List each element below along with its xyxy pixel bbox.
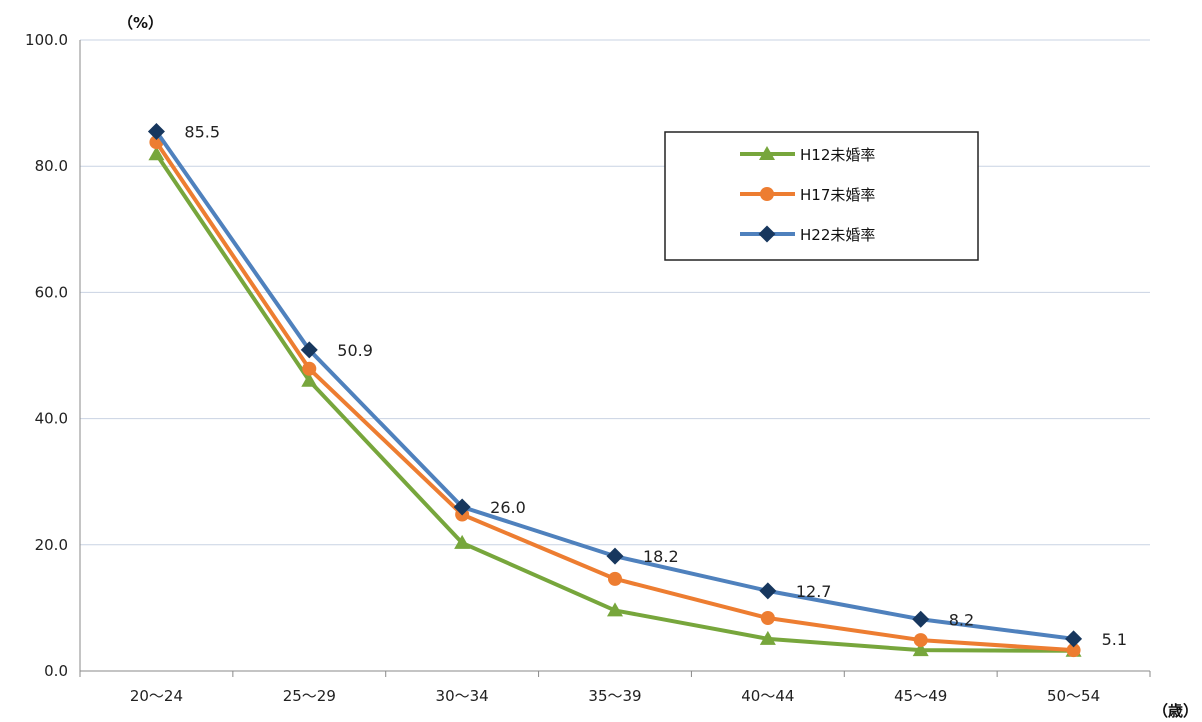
data-point-marker xyxy=(759,582,777,600)
legend-entry: H22未婚率 xyxy=(740,225,875,244)
y-tick-label: 80.0 xyxy=(35,157,68,175)
data-point-marker xyxy=(912,610,930,628)
data-point-marker xyxy=(913,633,928,648)
legend-label: H12未婚率 xyxy=(800,146,875,164)
data-point-marker xyxy=(759,630,776,645)
legend-label: H17未婚率 xyxy=(800,186,875,204)
x-tick-label: 30～34 xyxy=(436,687,489,705)
data-label: 85.5 xyxy=(184,122,220,141)
data-point-marker xyxy=(606,547,624,565)
data-labels: 85.5 50.9 26.0 18.2 12.7 8.2 5.1 xyxy=(184,122,1127,648)
y-tick-label: 0.0 xyxy=(44,662,68,680)
data-point-marker xyxy=(453,498,471,516)
legend-swatch-marker xyxy=(758,225,776,243)
y-axis-unit: （%） xyxy=(118,14,163,32)
data-point-marker xyxy=(148,146,165,161)
y-tick-label: 60.0 xyxy=(35,283,68,301)
legend-box xyxy=(664,131,979,261)
y-tick-label: 20.0 xyxy=(35,536,68,554)
data-point-marker xyxy=(300,341,318,359)
x-tick-label: 40～44 xyxy=(741,687,794,705)
data-point-marker xyxy=(760,610,775,625)
data-point-marker xyxy=(607,602,623,617)
axes: 0.0 20.0 40.0 60.0 80.0 100.0 20～24 25～29 30～34 3… xyxy=(25,31,1151,705)
data-label: 50.9 xyxy=(337,341,373,360)
legend-swatch-marker xyxy=(760,187,774,201)
data-label: 12.7 xyxy=(796,582,832,601)
data-point-marker xyxy=(301,372,318,387)
legend-label: H22未婚率 xyxy=(800,226,875,244)
data-point-marker xyxy=(1065,630,1083,648)
x-tick-label: 25～29 xyxy=(283,687,336,705)
legend: H12未婚率 H17未婚率 H22未婚率 xyxy=(664,131,979,261)
y-tick-label: 100.0 xyxy=(25,31,68,49)
legend-swatch-marker xyxy=(759,146,775,160)
data-point-marker xyxy=(608,571,622,586)
data-point-marker xyxy=(1066,643,1081,658)
x-tick-label: 35～39 xyxy=(588,687,641,705)
data-point-marker xyxy=(147,122,165,140)
data-label: 26.0 xyxy=(490,498,526,517)
legend-entry: H12未婚率 xyxy=(740,146,875,164)
data-label: 8.2 xyxy=(949,610,974,629)
y-tick-label: 40.0 xyxy=(35,410,68,428)
legend-entry: H17未婚率 xyxy=(740,186,875,204)
series-3 xyxy=(147,122,1083,648)
x-tick-label: 50～54 xyxy=(1047,687,1100,705)
gridlines xyxy=(80,39,1150,546)
data-point-marker xyxy=(454,534,471,549)
data-label: 5.1 xyxy=(1102,630,1127,649)
x-tick-label: 45～49 xyxy=(894,687,947,705)
series-group xyxy=(147,122,1083,658)
x-tick-label: 20～24 xyxy=(130,687,183,705)
data-point-marker xyxy=(302,361,317,376)
data-point-marker xyxy=(912,642,929,657)
x-axis-unit: （歳） xyxy=(1153,702,1198,720)
data-label: 18.2 xyxy=(643,547,679,566)
